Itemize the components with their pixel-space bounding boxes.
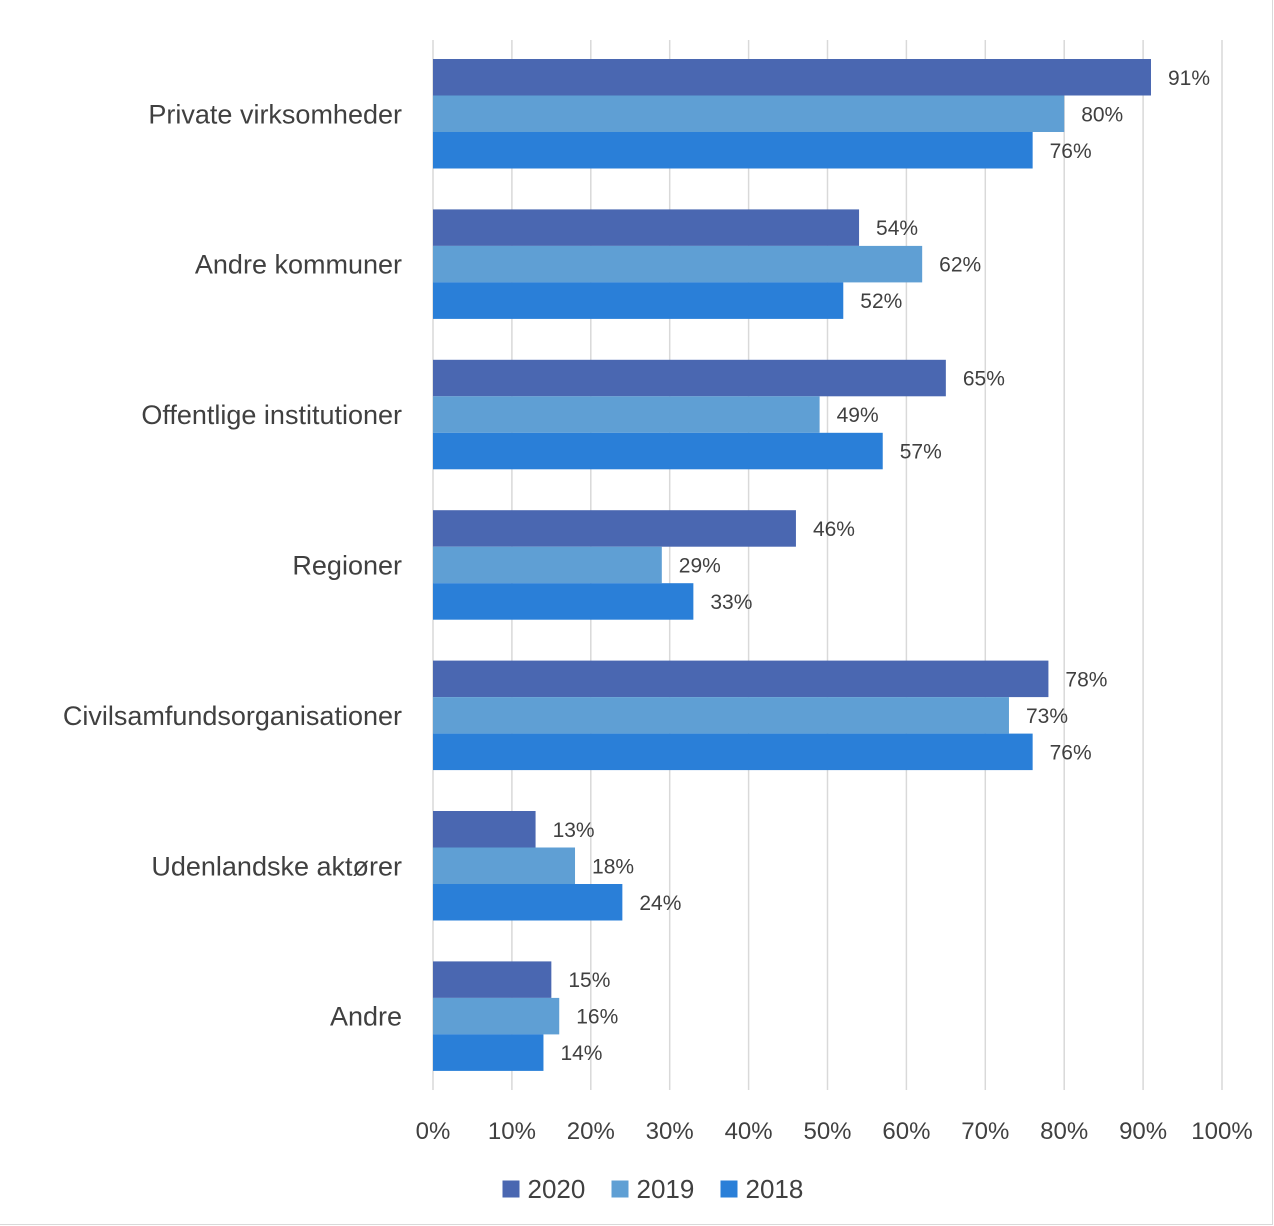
bar-2020 xyxy=(433,811,536,848)
data-label: 14% xyxy=(560,1042,602,1065)
bar-2018 xyxy=(433,1034,544,1071)
data-label: 78% xyxy=(1065,668,1107,691)
x-tick-label: 20% xyxy=(567,1118,615,1145)
data-label: 24% xyxy=(639,892,681,915)
bar-2020 xyxy=(433,59,1151,96)
category-label: Udenlandske aktører xyxy=(151,851,402,881)
x-tick-label: 90% xyxy=(1119,1118,1167,1145)
x-tick-label: 10% xyxy=(488,1118,536,1145)
category-label: Civilsamfundsorganisationer xyxy=(63,701,402,731)
data-label: 29% xyxy=(679,554,721,577)
data-label: 15% xyxy=(568,969,610,992)
x-tick-label: 100% xyxy=(1191,1118,1252,1145)
bar-2020 xyxy=(433,961,552,998)
bar-2019 xyxy=(433,95,1065,132)
bars xyxy=(433,59,1151,1071)
bar-2018 xyxy=(433,132,1033,169)
data-label: 18% xyxy=(592,855,634,878)
legend-label: 2018 xyxy=(746,1174,804,1204)
bar-2019 xyxy=(433,396,820,433)
bar-2020 xyxy=(433,359,946,397)
data-label: 62% xyxy=(939,254,981,277)
x-tick-label: 30% xyxy=(646,1118,694,1145)
data-label: 13% xyxy=(553,819,595,842)
data-label: 73% xyxy=(1026,705,1068,728)
bar-2019 xyxy=(433,997,560,1035)
bar-2019 xyxy=(433,697,1009,734)
data-label: 57% xyxy=(900,441,942,464)
legend-swatch-2019 xyxy=(611,1180,629,1198)
data-label: 76% xyxy=(1050,741,1092,764)
bar-2020 xyxy=(433,510,796,547)
x-axis-ticks: 0% 10% 20% 30% 40% 50% 60% 70% 80% 90% 100% xyxy=(416,1118,1253,1145)
data-label: 49% xyxy=(837,404,879,427)
legend-swatch-2020 xyxy=(502,1180,520,1198)
data-label: 16% xyxy=(576,1006,618,1029)
legend: 2020 2019 2018 xyxy=(502,1174,804,1204)
category-label: Andre kommuner xyxy=(195,250,402,280)
x-tick-label: 40% xyxy=(725,1118,773,1145)
bar-2019 xyxy=(433,245,923,283)
bar-2020 xyxy=(433,660,1049,698)
category-label: Andre xyxy=(330,1002,402,1032)
x-tick-label: 0% xyxy=(416,1118,451,1145)
bar-2020 xyxy=(433,209,860,246)
legend-swatch-2018 xyxy=(720,1180,738,1198)
bar-2019 xyxy=(433,847,576,884)
legend-label: 2019 xyxy=(637,1174,695,1204)
bar-2019 xyxy=(433,546,662,584)
category-label: Regioner xyxy=(292,550,402,580)
x-tick-label: 80% xyxy=(1040,1118,1088,1145)
x-tick-label: 60% xyxy=(882,1118,930,1145)
data-label: 80% xyxy=(1081,103,1123,126)
data-label: 76% xyxy=(1050,140,1092,163)
data-label: 54% xyxy=(876,217,918,240)
data-label: 52% xyxy=(860,290,902,313)
bar-2018 xyxy=(433,282,844,319)
category-labels: Private virksomheder Andre kommuner Offent… xyxy=(63,99,402,1031)
legend-label: 2020 xyxy=(528,1174,586,1204)
bar-2018 xyxy=(433,733,1033,771)
bar-2018 xyxy=(433,884,623,921)
data-label: 46% xyxy=(813,518,855,541)
bar-2018 xyxy=(433,432,883,470)
data-label: 65% xyxy=(963,368,1005,391)
bar-2018 xyxy=(433,583,694,620)
x-tick-label: 50% xyxy=(803,1118,851,1145)
data-label: 33% xyxy=(710,591,752,614)
category-label: Offentlige institutioner xyxy=(141,400,402,430)
data-label: 91% xyxy=(1168,67,1210,90)
x-tick-label: 70% xyxy=(961,1118,1009,1145)
category-label: Private virksomheder xyxy=(148,99,402,129)
data-labels: 91% 80% 76% 54% 62% 52% 65% 49% 57% 46% 29% 33% 78% 7… xyxy=(553,67,1210,1065)
